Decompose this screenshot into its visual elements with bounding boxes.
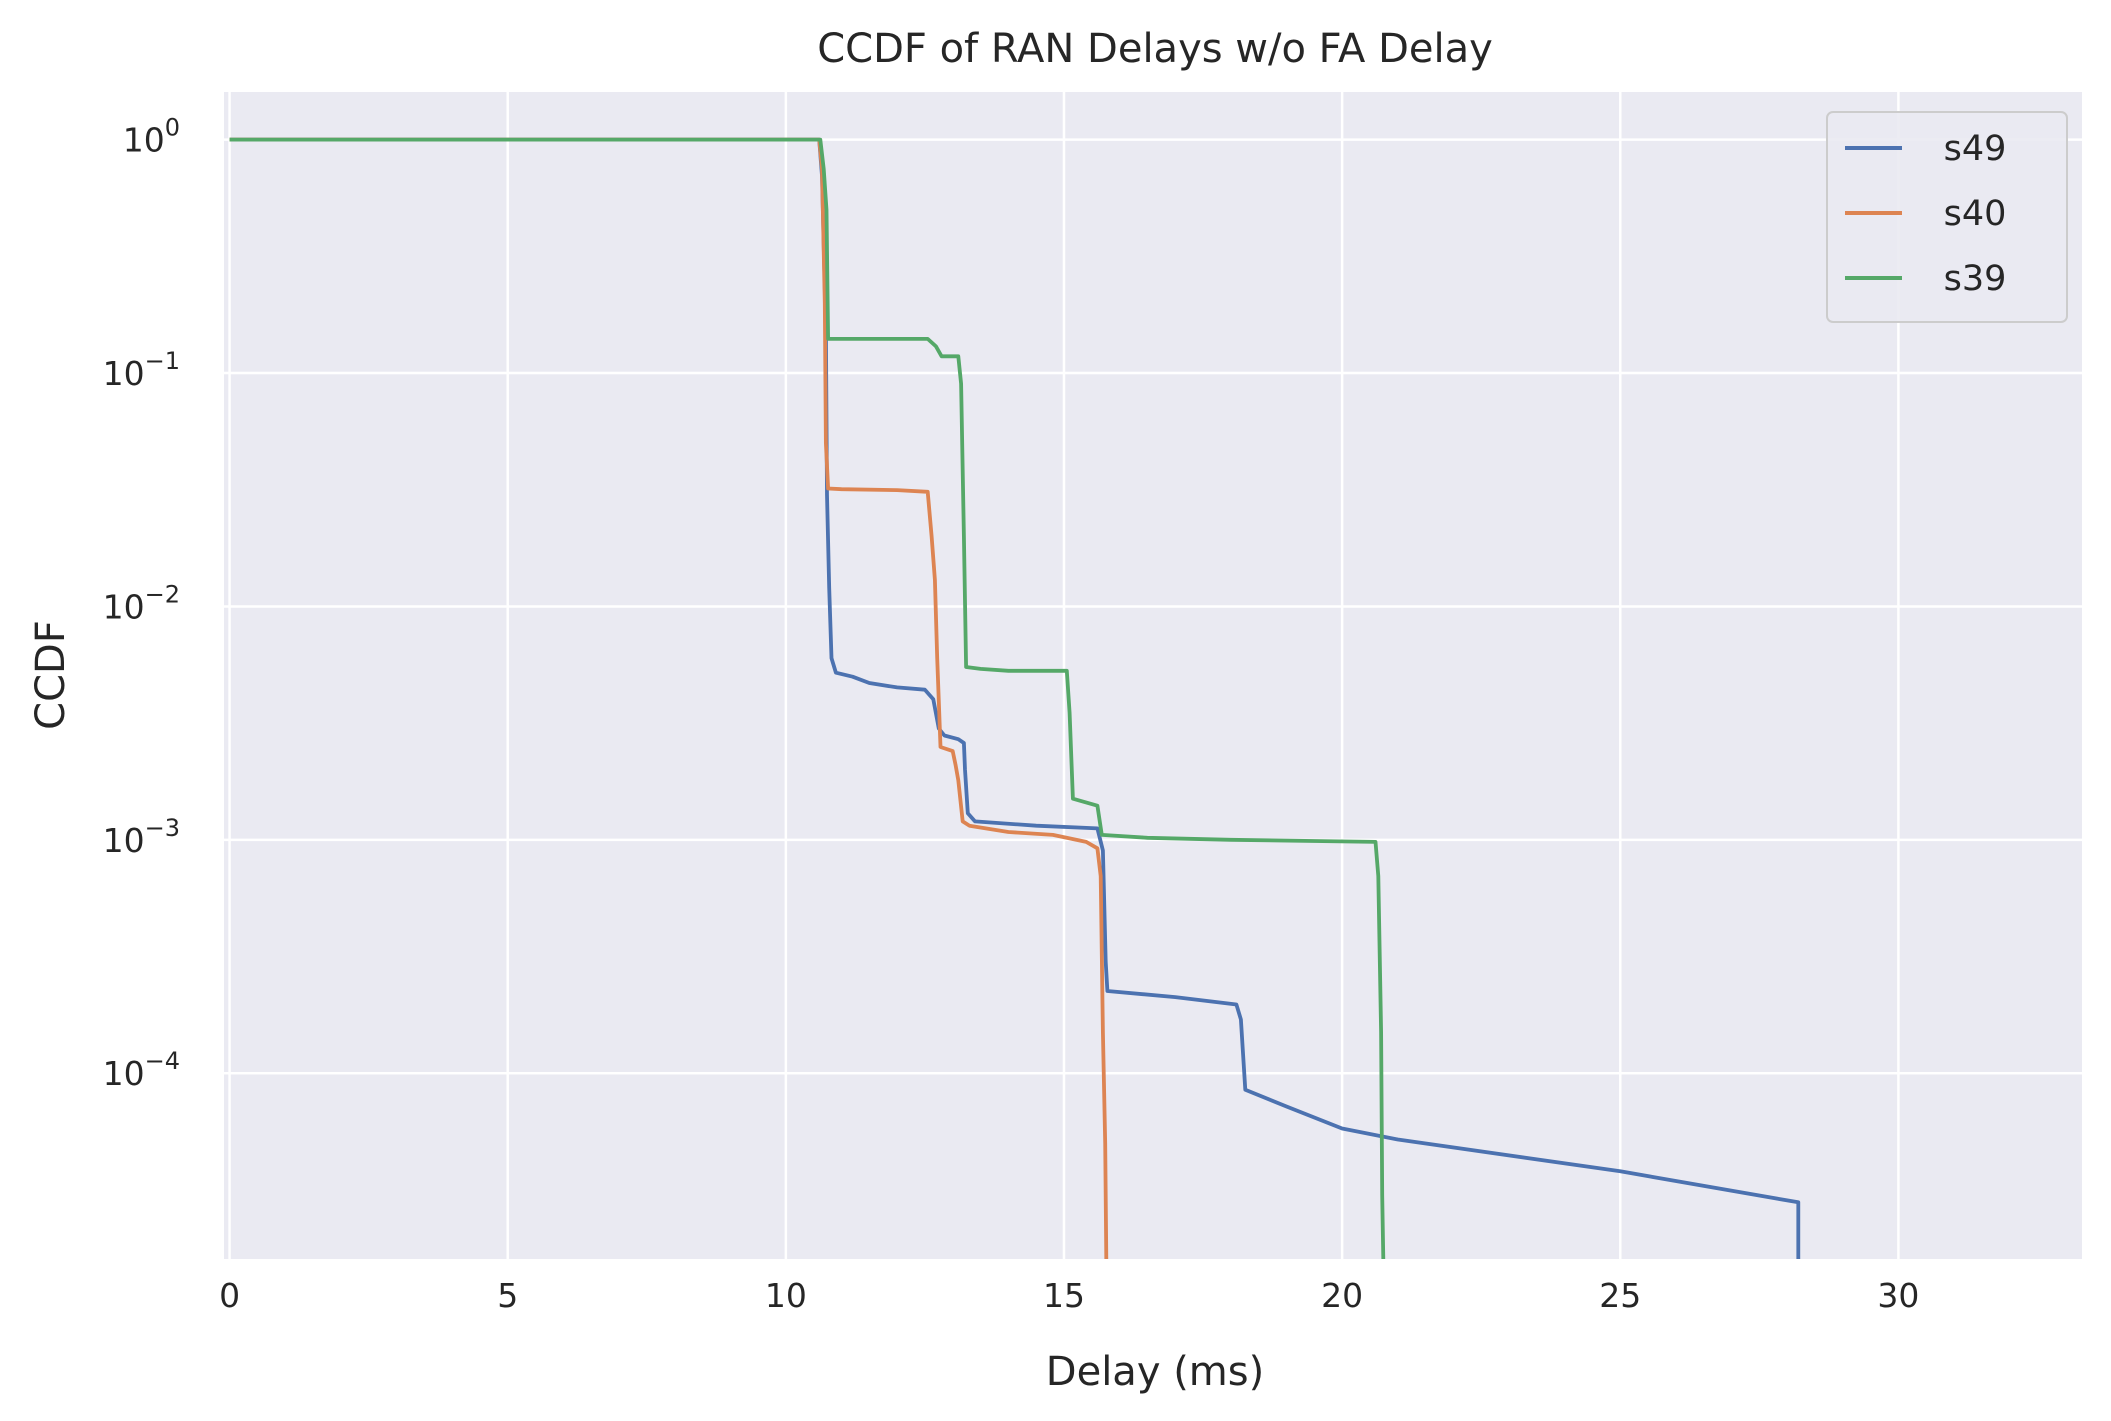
chart-title: CCDF of RAN Delays w/o FA Delay [817,26,1493,72]
series-line-s39 [229,137,1386,1260]
legend-box [1826,111,2068,323]
grid-lines [224,92,2082,1259]
y-tick-label: 100 [123,114,180,160]
legend-label-s49: s49 [1944,129,2007,169]
x-tick-label: 15 [1043,1276,1085,1315]
y-tick-base: 10 [103,354,145,393]
y-tick-label: 10−1 [103,347,180,393]
y-tick-exponent: 0 [165,114,180,142]
series-line-s49 [229,137,1801,1259]
x-tick-label: 10 [765,1276,807,1315]
series-line-s40 [229,137,1109,1260]
series-lines [229,137,1801,1260]
y-tick-label: 10−2 [103,580,180,626]
x-tick-labels: 0 5 10 15 20 25 30 [219,1276,1919,1315]
y-axis-label: CCDF [28,620,74,730]
plot-area [224,92,2082,1259]
x-tick-label: 30 [1877,1276,1919,1315]
y-tick-base: 10 [103,587,145,626]
legend: s49 s40 s39 [1826,111,2068,323]
y-tick-base: 10 [103,1054,145,1093]
legend-label-s39: s39 [1944,259,2007,299]
x-tick-label: 0 [219,1276,240,1315]
x-tick-label: 20 [1321,1276,1363,1315]
y-tick-label: 10−3 [103,814,180,860]
y-tick-label: 10−4 [103,1047,180,1093]
legend-label-s40: s40 [1944,194,2007,234]
y-tick-exponent: −2 [145,580,180,608]
y-tick-base: 10 [123,121,165,160]
x-tick-label: 5 [497,1276,518,1315]
y-tick-base: 10 [103,821,145,860]
y-tick-exponent: −4 [145,1047,180,1075]
x-axis-label: Delay (ms) [1046,1349,1264,1395]
y-tick-exponent: −1 [145,347,180,375]
x-tick-label: 25 [1599,1276,1641,1315]
y-tick-exponent: −3 [145,814,180,842]
